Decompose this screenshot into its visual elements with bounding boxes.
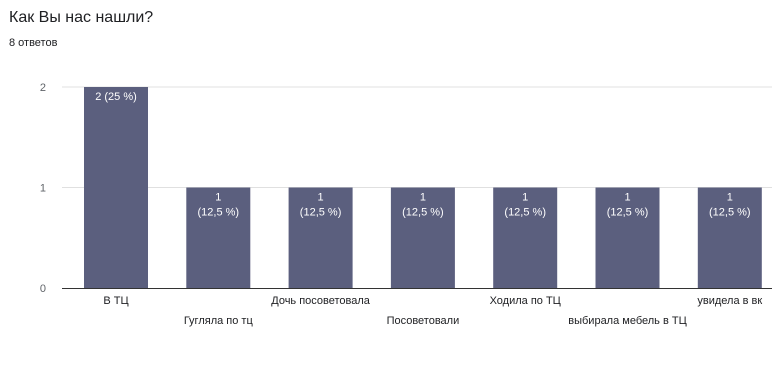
x-tick-label: Гугляла по тц: [184, 315, 254, 327]
y-tick-label: 0: [40, 283, 46, 295]
data-label: (12,5 %): [300, 207, 342, 219]
x-tick-label: Дочь посоветовала: [271, 295, 371, 307]
x-tick-label: Посоветовали: [387, 315, 460, 327]
data-label: (12,5 %): [504, 207, 546, 219]
bar: [84, 87, 148, 288]
bar: [186, 187, 251, 288]
data-label: (12,5 %): [402, 207, 444, 219]
response-count: 8 ответов: [9, 37, 58, 49]
data-label: 1: [420, 192, 426, 204]
x-tick-label: В ТЦ: [103, 295, 128, 307]
data-label: 1: [522, 192, 528, 204]
data-label: 2 (25 %): [95, 91, 137, 103]
x-tick-label: увидела в вк: [697, 295, 762, 307]
bar: [390, 187, 455, 288]
data-label: 1: [624, 192, 630, 204]
data-label: (12,5 %): [709, 207, 751, 219]
data-label: 1: [215, 192, 221, 204]
bar: [493, 187, 558, 288]
bar: [697, 187, 762, 288]
data-label: 1: [318, 192, 324, 204]
y-tick-label: 1: [40, 183, 46, 195]
bar: [288, 187, 353, 288]
data-label: (12,5 %): [607, 207, 649, 219]
data-label: 1: [727, 192, 733, 204]
y-tick-label: 2: [40, 82, 46, 94]
x-tick-label: выбирала мебель в ТЦ: [568, 315, 686, 327]
bar: [595, 187, 660, 288]
data-label: (12,5 %): [198, 207, 240, 219]
chart-title: Как Вы нас нашли?: [9, 9, 154, 26]
x-tick-label: Ходила по ТЦ: [490, 295, 561, 307]
